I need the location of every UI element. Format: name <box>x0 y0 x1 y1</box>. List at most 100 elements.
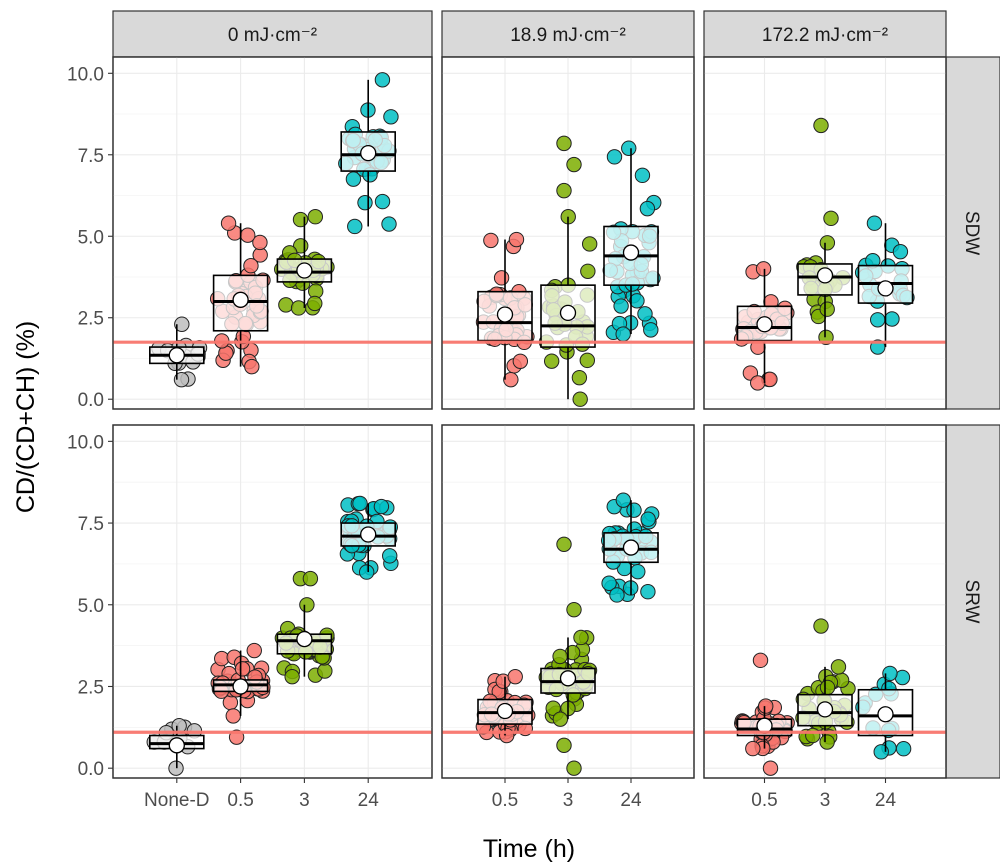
panel-background <box>112 424 433 779</box>
panel-border <box>112 56 433 410</box>
data-point <box>493 270 510 286</box>
data-point <box>345 171 362 187</box>
x-tick-label: None-D <box>144 790 209 811</box>
mean-marker <box>360 144 377 162</box>
data-point <box>755 261 772 277</box>
mean-marker <box>559 304 577 322</box>
column-strip <box>441 10 695 58</box>
data-point <box>830 659 847 675</box>
data-point <box>615 326 631 342</box>
x-tick-label: 3 <box>820 790 831 811</box>
data-point <box>225 708 241 724</box>
data-point <box>243 258 259 274</box>
data-point <box>358 564 375 580</box>
data-point <box>347 218 363 235</box>
outlier-point <box>762 760 779 776</box>
data-point <box>499 727 515 744</box>
outlier-point <box>302 570 319 587</box>
panel-border <box>112 424 433 779</box>
outlier-point <box>566 601 582 618</box>
data-point <box>292 211 309 228</box>
y-tick-label: 0.0 <box>78 759 104 780</box>
data-point <box>621 140 637 156</box>
panel-border <box>703 56 947 410</box>
x-tick-label: 0.5 <box>492 790 518 811</box>
data-point <box>299 597 315 613</box>
column-strip-label: 0 mJ·cm⁻² <box>228 25 317 46</box>
y-tick-label: 7.5 <box>78 514 104 535</box>
data-point <box>307 295 323 312</box>
data-point <box>572 391 588 407</box>
panel <box>441 56 695 410</box>
panel-border <box>441 56 695 410</box>
data-point <box>819 235 836 251</box>
column-strip-label: 18.9 mJ·cm⁻² <box>510 25 626 46</box>
outlier-point <box>752 652 769 669</box>
y-tick-label: 2.5 <box>78 677 104 698</box>
data-point <box>870 312 886 328</box>
column-strip <box>703 10 947 58</box>
data-point <box>278 297 294 313</box>
data-point <box>866 215 883 231</box>
data-point <box>643 322 659 338</box>
mean-marker <box>168 737 185 754</box>
data-point <box>352 495 368 512</box>
mean-marker <box>877 280 894 297</box>
data-point <box>609 587 625 603</box>
data-point <box>290 300 307 316</box>
outlier-point <box>556 135 572 152</box>
y-tick-label: 5.0 <box>78 596 104 617</box>
mean-marker <box>496 306 514 323</box>
data-point <box>357 194 373 211</box>
data-point <box>220 215 237 231</box>
data-point <box>174 316 190 332</box>
data-point <box>307 209 324 225</box>
data-point <box>579 352 596 369</box>
data-point <box>895 741 912 757</box>
data-point <box>629 293 645 309</box>
data-point <box>580 263 596 279</box>
mean-marker <box>816 267 834 284</box>
outlier-point <box>566 760 582 776</box>
y-tick-label: 7.5 <box>78 146 104 167</box>
data-point <box>240 227 256 243</box>
mean-marker <box>232 678 249 695</box>
mean-marker <box>756 316 773 333</box>
mean-marker <box>296 630 313 648</box>
data-point <box>613 298 629 314</box>
outlier-point <box>823 210 839 227</box>
mean-marker <box>168 347 185 364</box>
data-point <box>884 311 900 327</box>
row-strip-label: SRW <box>961 580 982 624</box>
data-point <box>581 236 598 252</box>
data-point <box>374 193 391 210</box>
y-tick-label: 0.0 <box>78 390 104 411</box>
outlier-point <box>556 737 572 754</box>
data-point <box>819 734 835 750</box>
panel: 0.5 3 24 <box>703 424 947 811</box>
mean-marker <box>559 670 577 687</box>
data-point <box>383 109 399 125</box>
outlier-point <box>813 618 829 634</box>
data-point <box>483 232 499 249</box>
data-point <box>173 371 190 388</box>
data-point <box>512 353 529 369</box>
x-tick-label: 3 <box>299 790 310 811</box>
data-point <box>615 492 632 508</box>
panel <box>703 56 947 410</box>
x-tick-label: 24 <box>875 790 897 811</box>
data-point <box>246 642 262 659</box>
mean-marker <box>360 526 377 543</box>
data-point <box>284 668 300 685</box>
data-point <box>244 358 260 375</box>
data-point <box>637 306 653 322</box>
y-axis-title: CD/(CD+CH) (%) <box>12 321 40 513</box>
data-point <box>882 665 898 682</box>
panel: 0.0 2.5 5.0 7.5 10.0 None-D 0.5 3 24 <box>67 424 433 811</box>
data-point <box>545 700 561 716</box>
data-point <box>819 301 835 317</box>
panel-border <box>703 424 947 779</box>
data-point <box>317 663 333 679</box>
y-tick-label: 2.5 <box>78 309 104 330</box>
